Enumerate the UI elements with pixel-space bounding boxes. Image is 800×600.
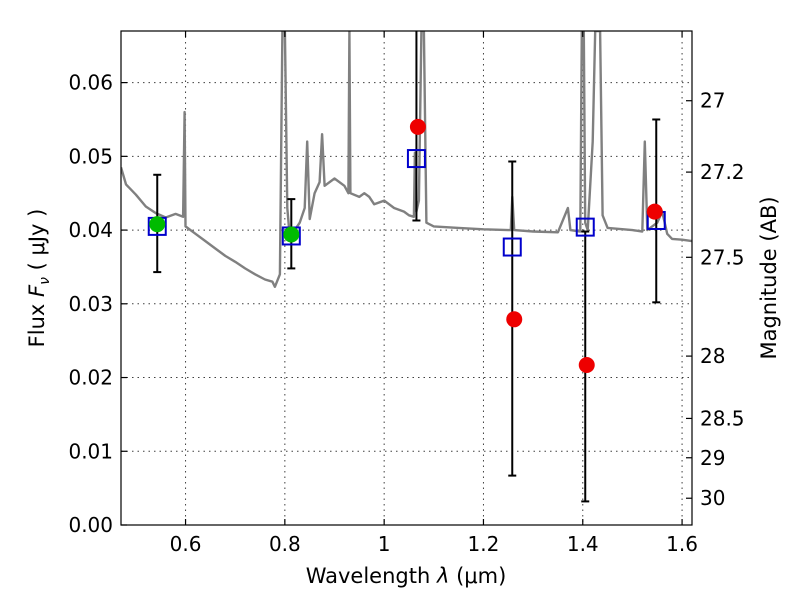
measurement-point — [578, 357, 595, 374]
plot-frame — [120, 30, 693, 526]
x-tick-label: 1.6 — [666, 532, 698, 556]
y2-tick-label: 29 — [700, 446, 725, 470]
y-tick-label: 0.03 — [68, 292, 113, 316]
x-axis-label: Wavelength λ (μm) — [306, 564, 507, 588]
model-spectrum-line — [121, 31, 692, 288]
y-axis-label: Flux Fν ( μJy ) — [25, 209, 53, 348]
model-photometry-square — [575, 217, 595, 237]
measurement-point — [506, 311, 523, 328]
y-tick-label: 0.04 — [68, 218, 113, 242]
detection-point — [149, 216, 166, 233]
x-tick-label: 0.8 — [269, 532, 301, 556]
y-tick-label: 0.02 — [68, 366, 113, 390]
y2-tick-label: 30 — [700, 486, 725, 510]
y2-tick-label: 27 — [700, 89, 725, 113]
x-tick-label: 1 — [378, 532, 391, 556]
y-tick-label: 0.01 — [68, 439, 113, 463]
model-photometry-square — [406, 149, 426, 169]
detection-point — [283, 226, 300, 243]
y2-tick-label: 28 — [700, 344, 725, 368]
plot-area — [121, 31, 692, 503]
y2-tick-label: 28.5 — [700, 406, 745, 430]
y-tick-label: 0.06 — [68, 71, 113, 95]
grid-lines — [121, 31, 692, 525]
x-tick-label: 1.2 — [468, 532, 500, 556]
x-tick-label: 1.4 — [567, 532, 599, 556]
y2-tick-label: 27.2 — [700, 160, 745, 184]
y2-tick-label: 27.5 — [700, 245, 745, 269]
y-tick-label: 0.00 — [68, 513, 113, 537]
marker-layer — [147, 118, 666, 374]
model-photometry-square — [502, 237, 522, 257]
y-tick-label: 0.05 — [68, 144, 113, 168]
x-tick-label: 0.6 — [170, 532, 202, 556]
measurement-point — [646, 203, 663, 220]
measurement-point — [409, 118, 426, 135]
y2-axis-label: Magnitude (AB) — [757, 196, 781, 359]
axes: 0.6 0.8 1 1.2 1.4 1.6 0.00 0.01 0.02 0.03 0.04 0.05… — [68, 31, 745, 556]
